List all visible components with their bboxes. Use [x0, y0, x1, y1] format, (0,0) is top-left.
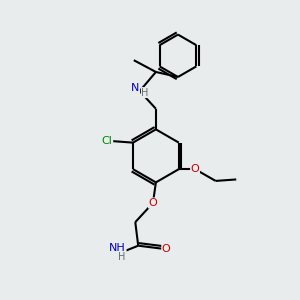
Text: N: N: [131, 83, 140, 93]
Text: H: H: [141, 88, 149, 98]
Text: NH: NH: [109, 243, 126, 253]
Text: H: H: [118, 252, 126, 262]
Text: O: O: [191, 164, 200, 174]
Text: O: O: [162, 244, 171, 254]
Text: Cl: Cl: [101, 136, 112, 146]
Text: O: O: [148, 198, 157, 208]
